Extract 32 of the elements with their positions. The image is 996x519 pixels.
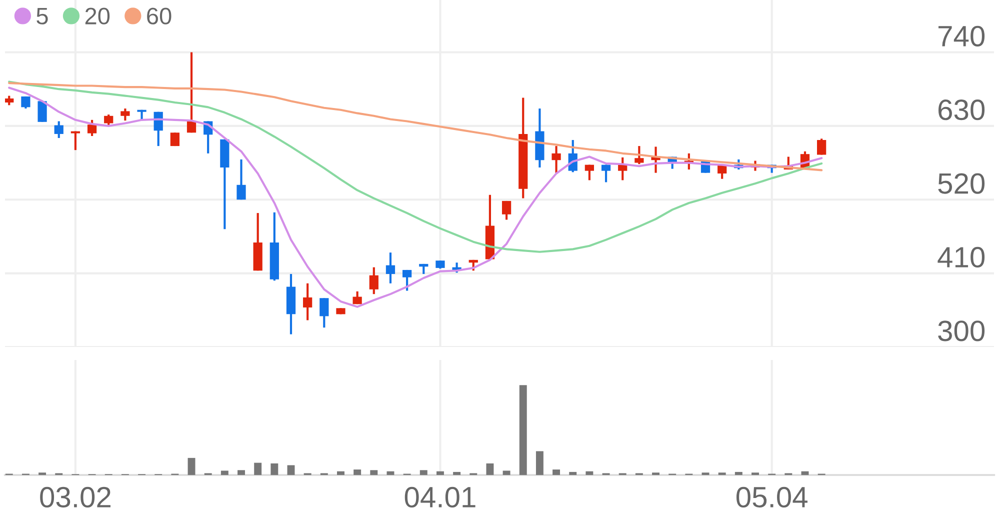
bar xyxy=(536,451,544,475)
y-tick-label: 740 xyxy=(938,26,985,46)
bar xyxy=(254,462,262,475)
x-tick-label: 03.02 xyxy=(40,486,110,508)
y-tick-label: 630 xyxy=(938,100,985,120)
x-tick-label: 05.04 xyxy=(736,486,808,508)
legend-label: 5 xyxy=(36,8,48,24)
bar xyxy=(569,472,577,475)
bar xyxy=(453,472,461,475)
bar xyxy=(238,470,245,475)
bar xyxy=(552,470,560,475)
bar xyxy=(337,471,344,475)
bar xyxy=(188,458,196,475)
x-tick-label: 04.01 xyxy=(404,486,476,508)
bar xyxy=(486,463,494,475)
bar xyxy=(586,471,594,475)
y-tick-label: 300 xyxy=(938,320,985,342)
y-tick-label: 410 xyxy=(938,246,985,268)
bar xyxy=(370,470,378,475)
bar xyxy=(734,472,742,475)
bar xyxy=(220,470,228,475)
legend-label: 60 xyxy=(147,8,172,24)
bar xyxy=(354,470,362,475)
legend-label: 20 xyxy=(85,8,110,24)
bar xyxy=(436,471,444,475)
bar xyxy=(502,470,510,475)
bar xyxy=(270,463,278,475)
bar xyxy=(519,385,527,475)
bar xyxy=(386,471,394,475)
y-tick-label: 520 xyxy=(938,173,985,194)
bar xyxy=(287,465,295,475)
bar xyxy=(420,470,428,475)
